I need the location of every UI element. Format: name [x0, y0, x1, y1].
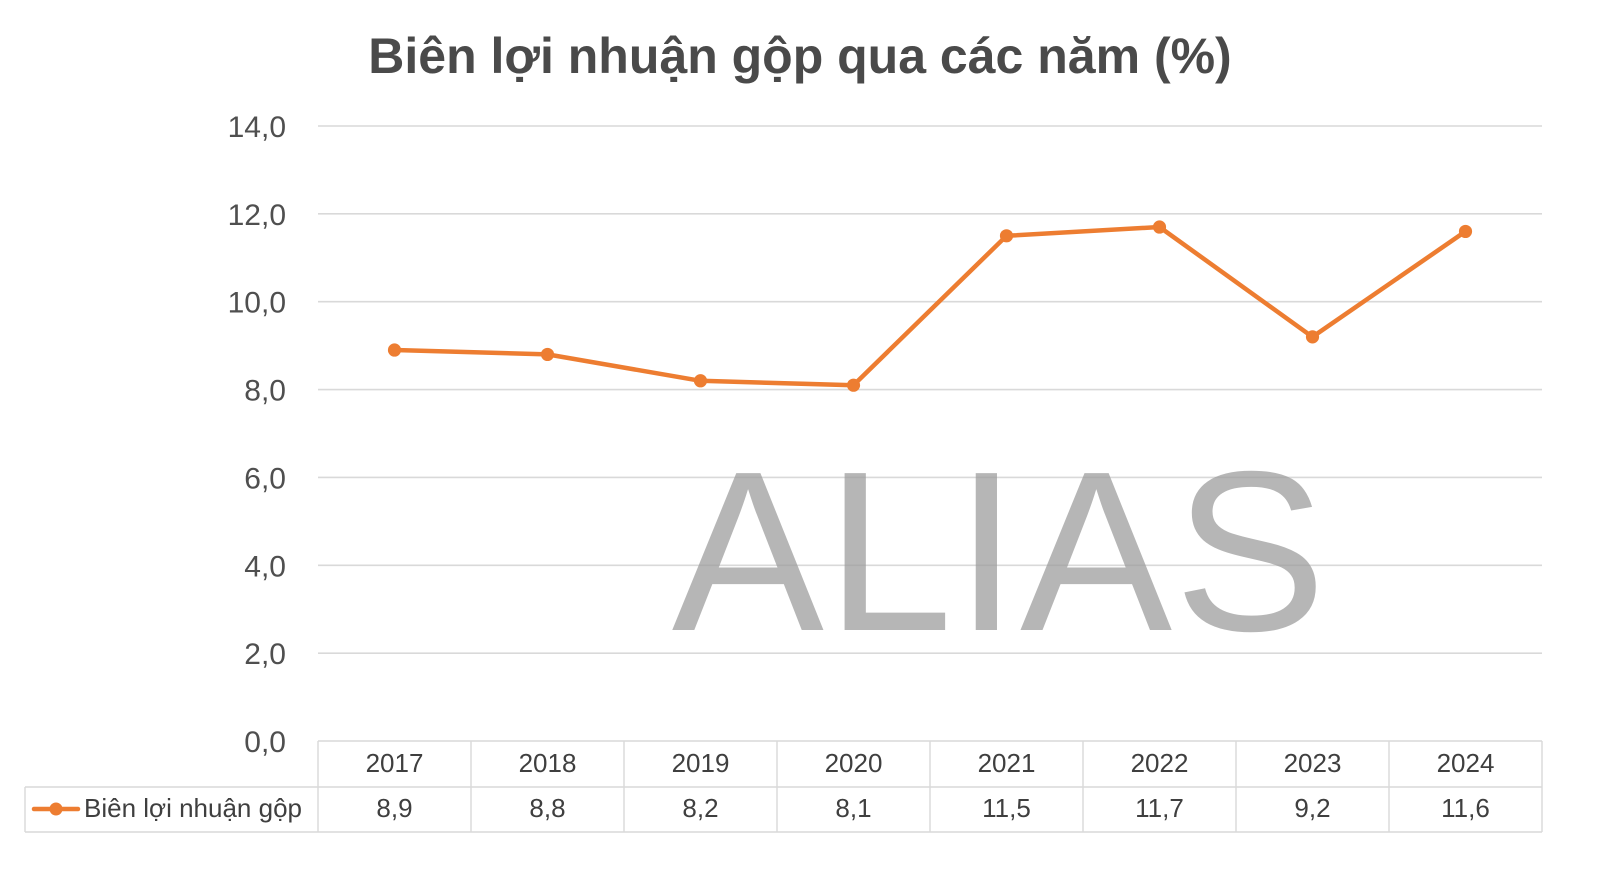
y-tick-label: 4,0: [244, 550, 286, 583]
legend-marker-icon: [49, 802, 63, 816]
legend-series-label: Biên lợi nhuận gộp: [84, 793, 302, 823]
category-label-2019: 2019: [672, 748, 730, 778]
category-label-2018: 2018: [519, 748, 577, 778]
series-line-bien-loi-nhuan-gop: [392, 224, 1468, 388]
value-label-2024: 11,6: [1441, 793, 1490, 823]
y-tick-label: 2,0: [244, 638, 286, 671]
value-label-2020: 8,1: [835, 793, 871, 823]
y-tick-label: 8,0: [244, 375, 286, 408]
value-label-2019: 8,2: [682, 793, 718, 823]
series-group: [387, 220, 1473, 392]
data-point-2021: [999, 229, 1014, 243]
category-label-2020: 2020: [825, 748, 883, 778]
category-label-2021: 2021: [978, 748, 1036, 778]
category-label-2023: 2023: [1284, 748, 1342, 778]
data-point-2024: [1458, 224, 1473, 239]
category-label-2024: 2024: [1437, 748, 1495, 778]
value-label-2022: 11,7: [1135, 793, 1184, 823]
value-label-2018: 8,8: [529, 793, 565, 823]
y-tick-label: 14,0: [228, 111, 286, 144]
y-tick-label: 6,0: [244, 462, 286, 495]
value-label-2021: 11,5: [982, 793, 1031, 823]
value-label-2023: 9,2: [1294, 793, 1330, 823]
watermark-text: ALIAS: [672, 425, 1328, 679]
y-tick-label: 10,0: [228, 287, 286, 320]
y-tick-label: 0,0: [244, 726, 286, 759]
data-point-2019: [693, 374, 708, 388]
data-table: 2017 8,9 2018 8,8 2019 8,2 2020 8,1 2021 11,5 2022…: [24, 741, 1543, 833]
value-label-2017: 8,9: [376, 793, 412, 823]
y-gridlines: [318, 125, 1542, 742]
chart-title: Biên lợi nhuận gộp qua các năm (%): [368, 28, 1231, 84]
category-label-2017: 2017: [366, 748, 424, 778]
data-point-2020: [846, 378, 861, 392]
data-point-2022: [1152, 220, 1167, 234]
y-tick-label: 12,0: [228, 199, 286, 232]
y-axis-tick-labels: 0,0 2,0 4,0 6,0 8,0 10,0 12,0 14,0: [228, 111, 286, 759]
category-label-2022: 2022: [1131, 748, 1189, 778]
data-point-2017: [387, 343, 402, 357]
data-point-2023: [1305, 330, 1320, 344]
data-point-2018: [540, 347, 555, 362]
